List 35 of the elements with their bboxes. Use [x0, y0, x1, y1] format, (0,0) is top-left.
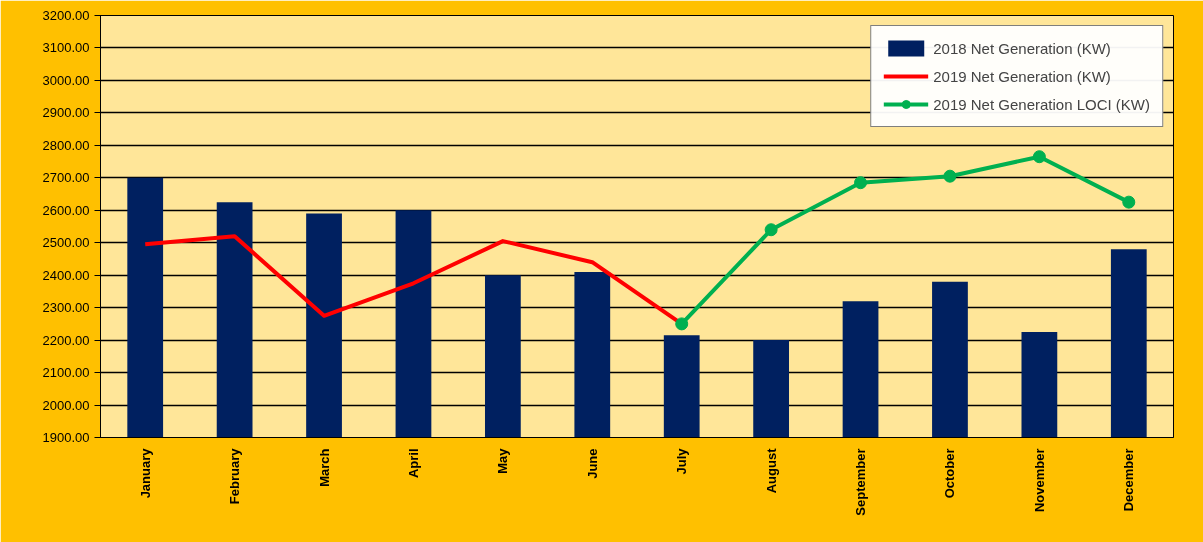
y-tick-label: 3000.00: [42, 72, 90, 88]
legend-label: 2019 Net Generation (KW): [933, 67, 1111, 85]
y-tick-label: 2900.00: [42, 105, 90, 121]
y-tick-label: 2700.00: [42, 170, 90, 186]
legend-label: 2018 Net Generation (KW): [933, 39, 1111, 57]
x-tick-label: March: [316, 448, 332, 487]
y-tick-label: 2800.00: [42, 137, 90, 153]
y-tick-label: 2000.00: [42, 397, 90, 413]
y-tick-label: 2300.00: [42, 300, 90, 316]
legend-label: 2019 Net Generation LOCI (KW): [933, 95, 1150, 113]
x-tick-label: December: [1121, 448, 1137, 512]
point: [764, 223, 778, 237]
x-tick-label: August: [763, 447, 779, 494]
point: [943, 169, 957, 183]
point: [1122, 195, 1136, 209]
point: [1032, 150, 1046, 164]
x-tick-label: September: [853, 448, 869, 516]
y-tick-label: 2500.00: [42, 235, 90, 251]
y-tick-label: 3100.00: [42, 40, 90, 56]
x-tick-label: October: [942, 448, 958, 499]
x-tick-label: April: [405, 448, 421, 479]
point: [675, 317, 689, 331]
x-tick-label: January: [137, 447, 153, 499]
y-tick-label: 2600.00: [42, 202, 90, 218]
y-tick-label: 2100.00: [42, 365, 90, 381]
y-tick-label: 3200.00: [42, 8, 90, 23]
x-tick-label: July: [674, 447, 690, 475]
y-tick-label: 2200.00: [42, 332, 90, 348]
point: [854, 176, 868, 190]
y-tick-label: 1900.00: [42, 430, 90, 445]
y-tick-label: 2400.00: [42, 267, 90, 283]
x-tick-label: February: [227, 447, 243, 505]
x-tick-label: June: [584, 448, 600, 479]
x-tick-label: May: [495, 447, 511, 474]
x-tick-label: November: [1031, 448, 1047, 513]
